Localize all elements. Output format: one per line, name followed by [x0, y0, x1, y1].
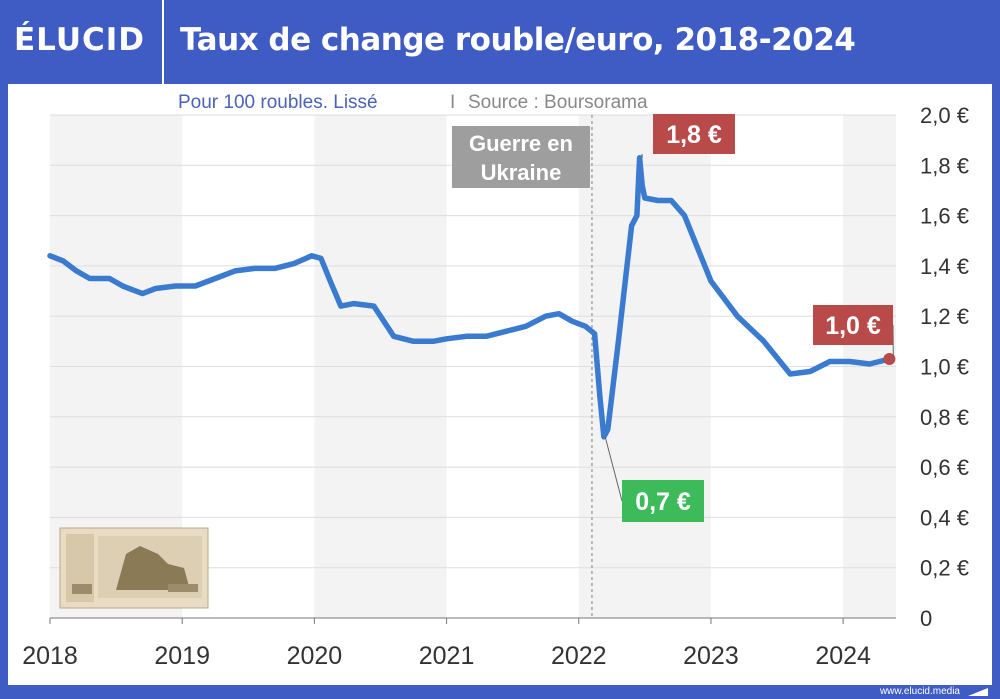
header: ÉLUCID Taux de change rouble/euro, 2018-… — [0, 0, 1000, 84]
chart-panel: 2018 2019 2020 2021 2022 2023 2024 0 0,2 € 0,4 €… — [8, 84, 992, 685]
page-title: Taux de change rouble/euro, 2018-2024 — [180, 22, 856, 58]
y-tick-label: 2,0 € — [920, 103, 969, 128]
annotation-box — [622, 480, 704, 522]
y-tick-label: 1,8 € — [920, 153, 969, 178]
series-end-point — [883, 352, 896, 365]
x-tick-label: 2022 — [551, 642, 607, 670]
y-tick-label: 1,6 € — [920, 204, 969, 229]
x-tick-label: 2020 — [287, 642, 343, 670]
x-axis: 2018 2019 2020 2021 2022 2023 2024 — [22, 617, 896, 670]
annotation-leader — [604, 436, 623, 502]
y-tick-label: 0,4 € — [920, 505, 969, 530]
annotation-label: 1,0 € — [825, 312, 881, 340]
subtitle-separator: I — [450, 92, 455, 113]
footer-url[interactable]: www.elucid.media — [879, 686, 960, 697]
x-tick-label: 2019 — [154, 642, 210, 670]
elucid-logo[interactable]: ÉLUCID — [14, 22, 146, 58]
annotation-box — [813, 305, 893, 345]
x-tick-label: 2023 — [683, 642, 739, 670]
y-tick-label: 1,2 € — [920, 304, 969, 329]
x-tick-label: 2018 — [22, 642, 78, 670]
chart-subtitle: Pour 100 roubles. Lissé — [178, 92, 378, 113]
event-marker: Guerre en Ukraine — [451, 115, 593, 618]
header-divider — [162, 0, 164, 84]
y-tick-label: 0,6 € — [920, 455, 969, 480]
chart-source: Source : Boursorama — [468, 92, 648, 113]
annotation-box — [653, 114, 735, 154]
y-tick-label: 1,4 € — [920, 254, 969, 279]
x-tick-label: 2024 — [815, 642, 871, 670]
y-tick-label: 0,2 € — [920, 556, 969, 581]
event-label-line2: Ukraine — [481, 160, 562, 185]
banknote-image — [59, 527, 209, 609]
annotation-label: 1,8 € — [666, 121, 722, 149]
annotation-label: 0,7 € — [635, 488, 691, 516]
x-tick-label: 2021 — [419, 642, 475, 670]
annotations: 1,8 € 0,7 € 1,0 € — [604, 114, 894, 522]
chart: 2018 2019 2020 2021 2022 2023 2024 0 0,2 € 0,4 €… — [22, 92, 969, 670]
y-tick-label: 0 — [920, 606, 932, 631]
y-axis: 0 0,2 € 0,4 € 0,6 € 0,8 € 1,0 € 1,2 € 1,4 € 1,6 … — [920, 103, 969, 631]
footer-mark-icon — [968, 688, 988, 696]
series-layer — [47, 155, 896, 440]
event-label-line1: Guerre en — [469, 131, 573, 156]
event-label-box — [451, 126, 590, 188]
series-line — [47, 155, 893, 440]
y-tick-label: 0,8 € — [920, 405, 969, 430]
y-tick-label: 1,0 € — [920, 355, 969, 380]
